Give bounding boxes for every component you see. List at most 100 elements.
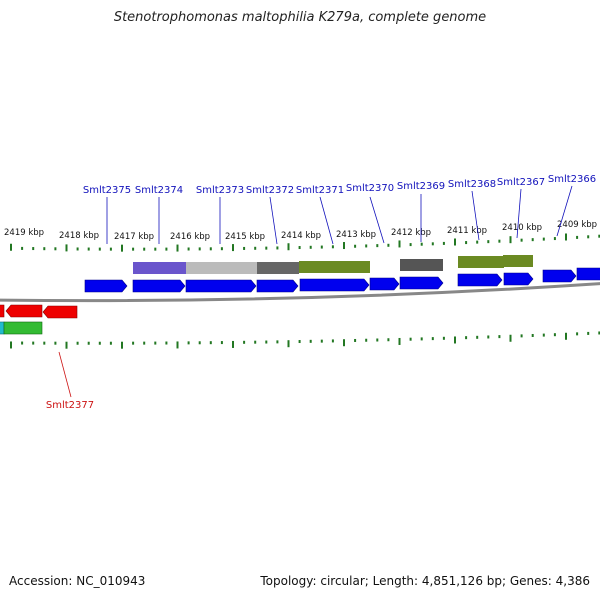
gene-label: Smlt2371 <box>296 185 344 196</box>
feature-band <box>186 262 257 274</box>
gene-label: Smlt2368 <box>448 179 496 190</box>
tick-mark <box>76 247 79 251</box>
tick-mark <box>287 243 290 251</box>
tick-track-top <box>10 233 600 252</box>
tick-mark <box>98 247 101 251</box>
cds-block <box>3 321 43 335</box>
gene-label: Smlt2366 <box>548 174 596 185</box>
tick-mark <box>87 247 90 251</box>
tick-mark <box>476 335 479 339</box>
tick-mark <box>542 237 545 241</box>
cds-arrow <box>576 267 600 281</box>
kbp-tick-label: 2413 kbp <box>336 230 376 240</box>
tick-mark <box>165 247 168 251</box>
tick-mark <box>176 244 179 252</box>
tick-mark <box>476 240 479 244</box>
tick-mark <box>32 341 35 345</box>
tick-mark <box>587 235 590 239</box>
cds-arrow <box>84 279 128 293</box>
gene-label: Smlt2372 <box>246 185 294 196</box>
tick-mark <box>598 234 600 238</box>
tick-mark <box>343 242 345 250</box>
tick-mark <box>98 341 101 345</box>
tick-mark <box>165 341 168 345</box>
cds-arrow <box>0 304 5 318</box>
cds-block <box>0 321 5 335</box>
tick-mark <box>132 341 135 345</box>
tick-mark <box>398 240 401 248</box>
feature-band-track <box>133 255 533 274</box>
kbp-tick-label: 2418 kbp <box>59 231 99 241</box>
tick-mark <box>143 247 146 251</box>
tick-mark <box>520 334 523 338</box>
gene-label: Smlt2373 <box>196 185 244 196</box>
tick-mark <box>10 341 12 349</box>
tick-mark <box>265 246 268 250</box>
feature-band <box>503 255 533 267</box>
tick-mark <box>520 238 523 242</box>
map-title: Stenotrophomonas maltophilia K279a, comp… <box>113 10 487 25</box>
kbp-tick-label: 2419 kbp <box>4 228 44 238</box>
kbp-tick-label: 2409 kbp <box>557 220 597 230</box>
tick-mark <box>54 247 57 251</box>
gene-label: Smlt2377 <box>46 400 94 411</box>
tick-mark <box>565 332 567 340</box>
tick-mark <box>76 341 79 345</box>
cds-arrow <box>185 279 257 293</box>
gene-labels: Smlt2375 Smlt2374 Smlt2373 Smlt2372 Smlt… <box>46 174 596 411</box>
tick-mark <box>598 331 600 335</box>
tick-mark <box>409 337 412 341</box>
tick-mark <box>531 333 534 337</box>
tick-mark <box>454 336 456 344</box>
tick-mark <box>309 339 312 343</box>
tick-mark <box>54 341 57 345</box>
accession-text: Accession: NC_010943 <box>9 574 146 588</box>
leader-line <box>269 196 278 245</box>
gene-label: Smlt2367 <box>497 177 545 188</box>
tick-mark <box>365 338 368 342</box>
tick-mark <box>498 239 501 243</box>
reverse-strand-track <box>0 304 78 335</box>
tick-mark <box>154 247 157 251</box>
feature-band <box>400 259 443 271</box>
leader-line <box>58 351 72 398</box>
feature-band <box>133 262 186 274</box>
kbp-tick-label: 2415 kbp <box>225 232 265 242</box>
tick-track-bottom <box>10 331 600 349</box>
cds-arrow <box>256 279 299 293</box>
tick-mark <box>542 333 545 337</box>
gene-label: Smlt2370 <box>346 183 394 194</box>
tick-mark <box>243 246 246 250</box>
genome-backbone <box>0 282 600 303</box>
tick-mark <box>431 337 434 341</box>
tick-mark <box>232 244 234 252</box>
tick-mark <box>198 341 201 345</box>
tick-mark <box>576 332 579 336</box>
tick-mark <box>576 235 579 239</box>
leader-line <box>516 188 522 239</box>
gene-label: Smlt2375 <box>83 185 131 196</box>
tick-mark <box>553 237 556 241</box>
tick-mark <box>43 341 46 345</box>
kbp-tick-label: 2412 kbp <box>391 228 431 238</box>
feature-band <box>458 256 504 268</box>
kbp-tick-label: 2416 kbp <box>170 232 210 242</box>
tick-mark <box>198 247 201 251</box>
tick-mark <box>276 340 279 344</box>
cds-arrow <box>369 277 400 291</box>
tick-mark <box>442 336 445 340</box>
leader-lines <box>58 185 573 398</box>
tick-mark <box>176 341 179 349</box>
tick-mark <box>387 243 390 247</box>
tick-mark <box>254 246 257 250</box>
cds-arrow <box>132 279 186 293</box>
tick-mark <box>121 341 123 349</box>
tick-mark <box>109 247 112 251</box>
cds-arrow <box>399 276 444 290</box>
tick-mark <box>220 341 223 345</box>
tick-mark <box>143 341 146 345</box>
tick-mark <box>287 340 290 348</box>
feature-band <box>299 261 370 273</box>
tick-mark <box>320 339 323 343</box>
kbp-tick-label: 2417 kbp <box>114 232 154 242</box>
